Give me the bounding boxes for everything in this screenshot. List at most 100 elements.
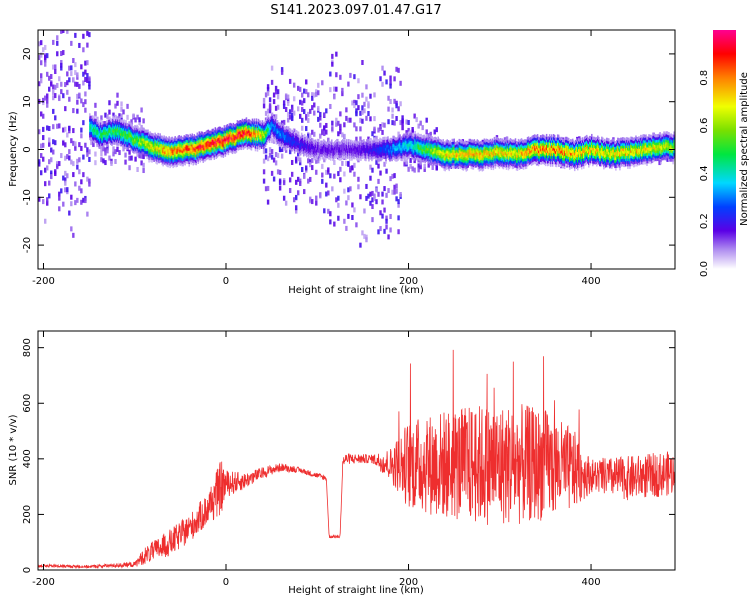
spectrogram-cell bbox=[317, 149, 320, 153]
spectrogram-cell bbox=[238, 138, 241, 143]
spectrogram-cell bbox=[206, 130, 209, 134]
spectrogram-cell bbox=[105, 129, 107, 133]
spectrogram-cell bbox=[150, 151, 152, 155]
spectrogram-cell bbox=[189, 144, 191, 148]
spectrogram-cell bbox=[262, 138, 265, 142]
spectrogram-cell bbox=[391, 120, 394, 126]
spectrogram-cell bbox=[198, 155, 201, 159]
spectrogram-cell bbox=[107, 119, 109, 123]
spectrogram-cell bbox=[243, 126, 246, 131]
spectrogram-cell bbox=[280, 134, 283, 139]
spectrogram-cell bbox=[128, 136, 130, 141]
spectrogram-cell bbox=[231, 145, 234, 149]
spectrogram-cell bbox=[371, 139, 373, 143]
spectrogram-cell bbox=[174, 151, 176, 156]
spectrogram-cell bbox=[343, 145, 345, 149]
spectrogram-cell bbox=[366, 147, 368, 151]
spectrogram-cell bbox=[272, 136, 275, 140]
spectrogram-cell bbox=[138, 136, 140, 140]
spectrogram-cell bbox=[341, 143, 343, 147]
spectrogram-cell bbox=[242, 120, 245, 124]
spectrogram-cell bbox=[332, 149, 334, 154]
spectrogram-cell bbox=[184, 149, 186, 153]
spectrogram-cell bbox=[97, 136, 99, 141]
spectrogram-cell bbox=[116, 136, 118, 140]
spectrogram-cell bbox=[132, 125, 134, 130]
spectrogram-cell bbox=[383, 70, 386, 76]
spectrogram-cell bbox=[426, 155, 428, 159]
spectrogram-cell bbox=[180, 148, 182, 153]
spectrogram-cell bbox=[371, 150, 373, 154]
spectrogram-cell bbox=[129, 145, 131, 149]
spectrogram-cell bbox=[174, 146, 176, 150]
spectrogram-cell bbox=[407, 142, 409, 147]
spectrogram-cell bbox=[285, 136, 288, 140]
spectrogram-cell bbox=[142, 151, 144, 155]
spectrogram-cell bbox=[397, 136, 399, 140]
spectrogram-cell bbox=[93, 116, 95, 120]
spectrogram-cell bbox=[241, 145, 244, 149]
spectrogram-cell bbox=[414, 144, 416, 148]
spectrogram-cell bbox=[234, 147, 237, 152]
spectrogram-cell bbox=[112, 139, 114, 143]
spectrogram-cell bbox=[399, 144, 401, 149]
spectrogram-cell bbox=[117, 129, 119, 133]
spectrogram-cell bbox=[166, 150, 168, 154]
spectrogram-cell bbox=[220, 138, 223, 142]
spectrogram-cell bbox=[140, 153, 143, 159]
spectrogram-cell bbox=[405, 148, 407, 152]
spectrogram-cell bbox=[311, 92, 314, 98]
spectrogram-cell bbox=[293, 137, 296, 141]
spectrogram-cell bbox=[90, 126, 92, 130]
spectrogram-cell bbox=[377, 178, 380, 184]
spectrogram-cells bbox=[38, 30, 675, 248]
spectrogram-cell bbox=[195, 154, 198, 158]
spectrogram-cell bbox=[253, 128, 256, 133]
spectrogram-cell bbox=[212, 136, 215, 140]
spectrogram-cell bbox=[264, 125, 267, 129]
spectrogram-cell bbox=[123, 135, 125, 139]
spectrogram-cell bbox=[316, 144, 319, 148]
spectrogram-cell bbox=[155, 147, 157, 151]
spectrogram-cell bbox=[192, 154, 195, 158]
spectrogram-cell bbox=[93, 124, 95, 128]
spectrogram-cell bbox=[162, 163, 164, 167]
spectrogram-cell bbox=[148, 156, 150, 160]
spectrogram-cell bbox=[381, 122, 384, 128]
spectrogram-cell bbox=[365, 195, 368, 201]
spectrogram-cell bbox=[191, 157, 194, 161]
spectrogram-cell bbox=[227, 138, 230, 142]
spectrogram-cell bbox=[215, 153, 218, 157]
spectrogram-cell bbox=[400, 155, 402, 159]
spectrogram-cell bbox=[156, 161, 158, 165]
spectrogram-cell bbox=[410, 148, 412, 152]
spectrogram-cell bbox=[327, 152, 329, 156]
spectrogram-cell bbox=[295, 130, 298, 134]
spectrogram-cell bbox=[80, 199, 83, 205]
spectrogram-cell bbox=[389, 145, 391, 149]
spectrogram-cell bbox=[100, 143, 102, 147]
spectrogram-cell bbox=[276, 169, 280, 175]
spectrogram-cell bbox=[215, 145, 218, 149]
spectrogram-cell bbox=[114, 158, 117, 164]
spectrogram-cell bbox=[173, 150, 175, 154]
spectrogram-cell bbox=[246, 122, 249, 127]
spectrogram-cell bbox=[260, 124, 263, 128]
spectrogram-cell bbox=[103, 126, 105, 130]
spectrogram-cell bbox=[269, 132, 272, 136]
spectrogram-cell bbox=[333, 158, 335, 162]
spectrogram-cell bbox=[335, 155, 337, 160]
spectrogram-cell bbox=[386, 147, 388, 151]
spectrogram-cell bbox=[226, 150, 229, 154]
spectrogram-cell bbox=[334, 141, 336, 145]
spectrogram-cell bbox=[207, 148, 210, 152]
spectrogram-cell bbox=[212, 128, 215, 132]
spectrogram-cell bbox=[102, 123, 104, 128]
spectrogram-cell bbox=[54, 64, 57, 70]
spectrogram-cell bbox=[213, 135, 216, 139]
spectrogram-cell bbox=[347, 150, 349, 154]
spectrogram-cell bbox=[50, 81, 53, 87]
spectrogram-cell bbox=[122, 128, 124, 132]
spectrogram-cell bbox=[397, 106, 400, 112]
spectrogram-cell bbox=[142, 154, 145, 160]
